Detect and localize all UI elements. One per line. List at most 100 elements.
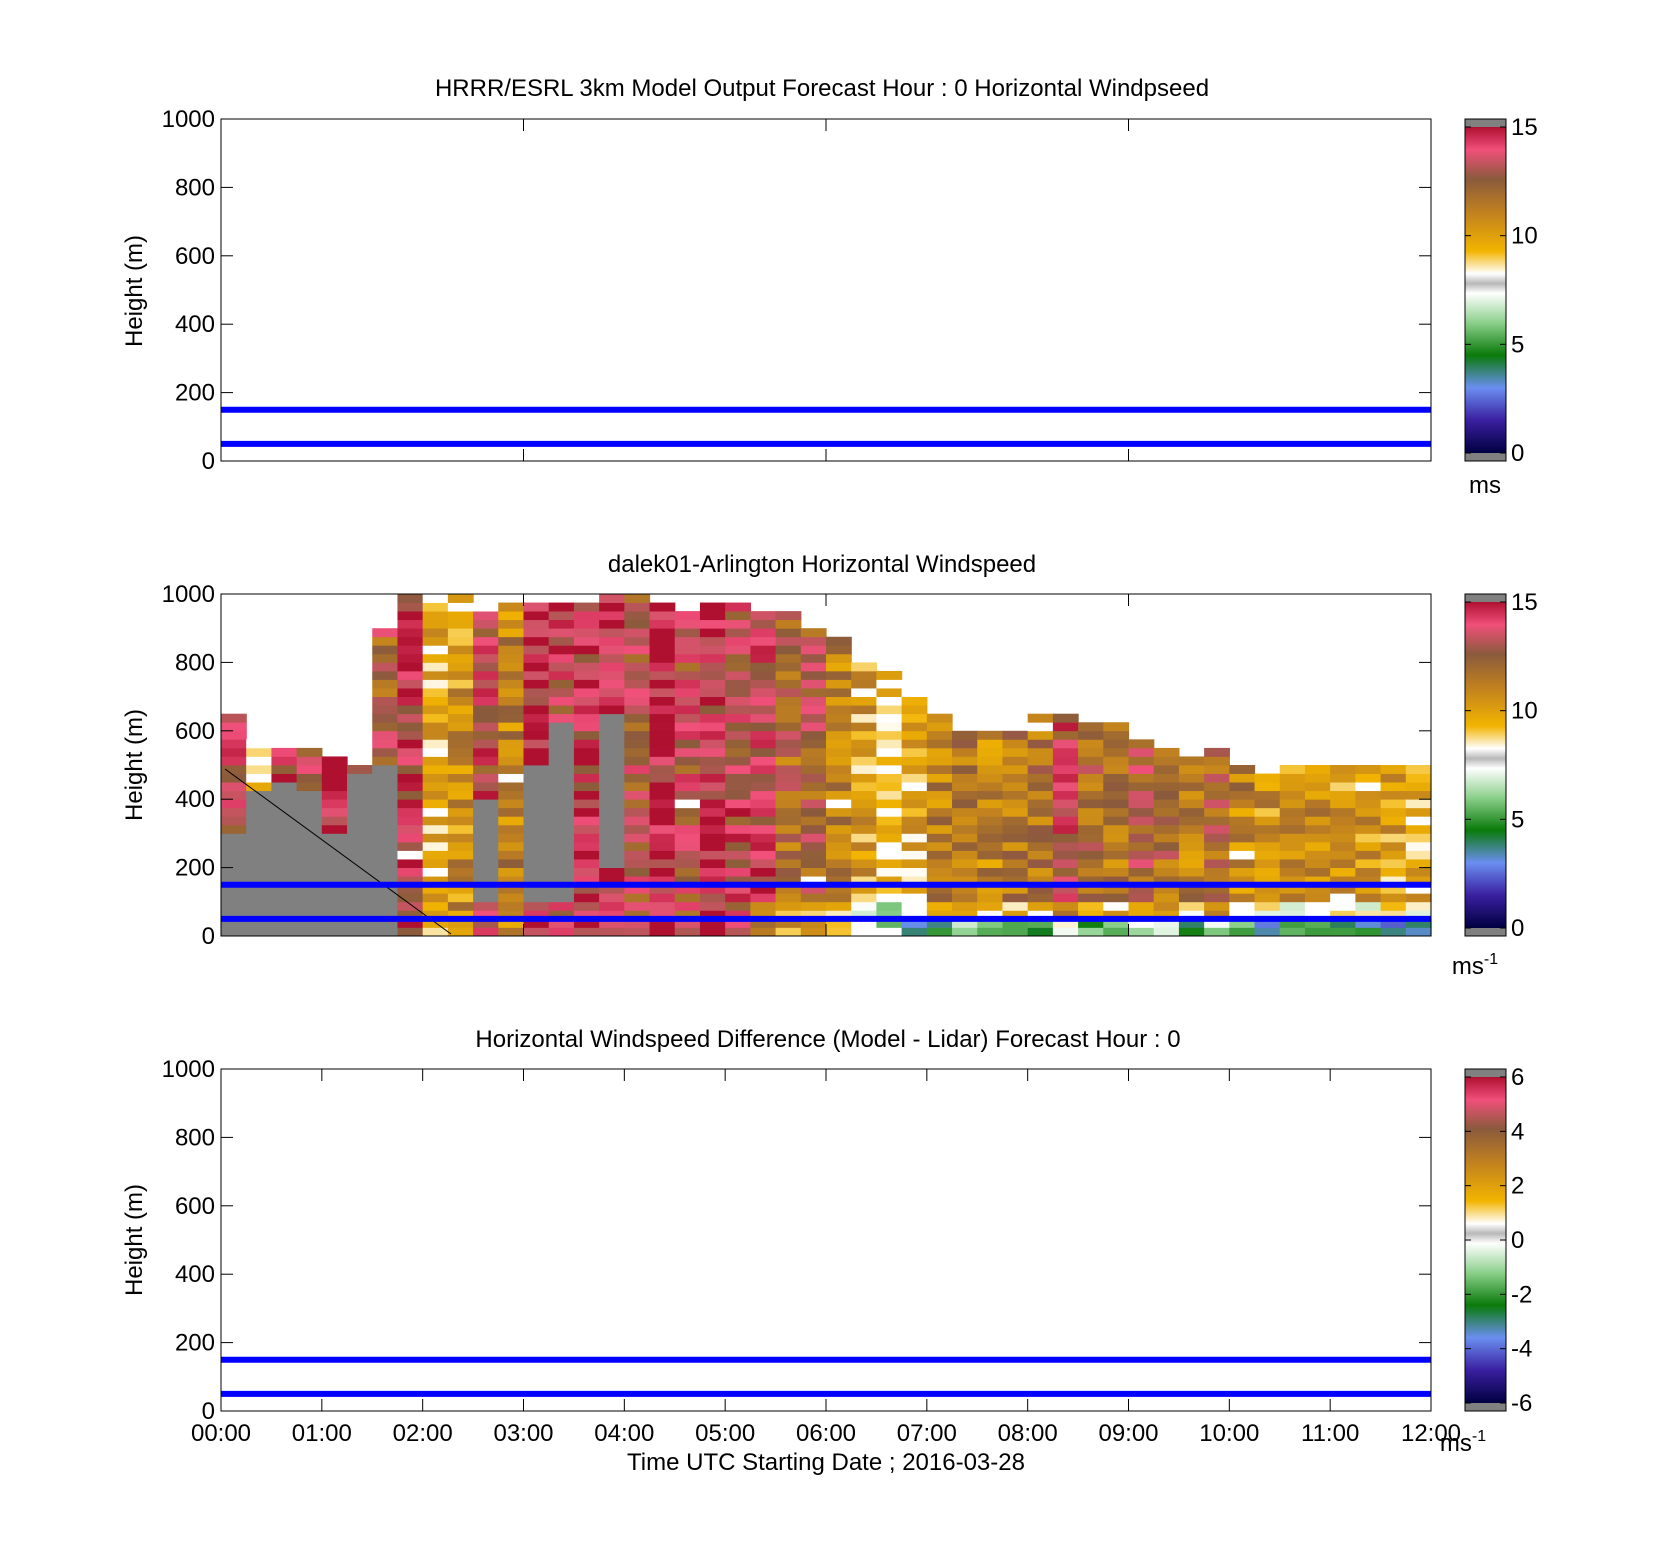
heatmap-cell bbox=[296, 841, 323, 851]
heatmap-cell bbox=[649, 816, 676, 826]
heatmap-cell bbox=[523, 833, 550, 843]
heatmap-cell bbox=[624, 747, 651, 757]
heatmap-cell bbox=[876, 910, 903, 920]
heatmap-cell bbox=[1078, 850, 1104, 860]
heatmap-cell bbox=[372, 790, 399, 800]
heatmap-cell bbox=[649, 747, 676, 757]
heatmap-cell bbox=[1178, 859, 1205, 868]
heatmap-cell bbox=[548, 636, 575, 646]
heatmap-cell bbox=[1052, 790, 1079, 800]
heatmap-cell bbox=[271, 773, 298, 783]
heatmap-cell bbox=[649, 893, 676, 903]
heatmap-cell bbox=[271, 833, 298, 843]
heatmap-cell bbox=[674, 927, 701, 937]
heatmap-cell bbox=[826, 730, 852, 740]
heatmap-cell bbox=[851, 730, 878, 740]
heatmap-cell bbox=[1103, 747, 1130, 757]
heatmap-cell bbox=[800, 688, 827, 697]
heatmap-cell bbox=[321, 927, 348, 937]
heatmap-cell bbox=[473, 782, 499, 792]
heatmap-cell bbox=[221, 713, 247, 723]
heatmap-cell bbox=[851, 824, 878, 834]
heatmap-cell bbox=[1355, 850, 1382, 860]
heatmap-cell bbox=[473, 739, 499, 749]
heatmap-cell bbox=[725, 918, 751, 928]
heatmap-cell bbox=[624, 619, 651, 629]
heatmap-cell bbox=[1254, 824, 1281, 834]
heatmap-cell bbox=[599, 662, 625, 672]
heatmap-cell bbox=[901, 696, 928, 706]
heatmap-cell bbox=[826, 688, 852, 697]
heatmap-cell bbox=[498, 662, 525, 672]
heatmap-cell bbox=[548, 679, 575, 689]
heatmap-cell bbox=[599, 867, 625, 877]
heatmap-cell bbox=[1355, 782, 1382, 792]
heatmap-cell bbox=[1229, 765, 1256, 774]
heatmap-cell bbox=[1279, 859, 1306, 868]
heatmap-cell bbox=[573, 713, 600, 723]
heatmap-cell bbox=[725, 901, 751, 911]
heatmap-cell bbox=[447, 594, 474, 603]
heatmap-cell bbox=[624, 645, 651, 655]
heatmap-cell bbox=[649, 910, 676, 920]
heatmap-cell bbox=[699, 765, 726, 774]
heatmap-cell bbox=[397, 653, 424, 663]
heatmap-cell bbox=[1052, 722, 1079, 732]
heatmap-cell bbox=[221, 927, 247, 937]
heatmap-cell bbox=[649, 756, 676, 766]
heatmap-cell bbox=[347, 867, 373, 877]
heatmap-cell bbox=[1279, 850, 1306, 860]
heatmap-cell bbox=[271, 782, 298, 792]
heatmap-cell bbox=[1254, 867, 1281, 877]
heatmap-cell bbox=[851, 688, 878, 697]
heatmap-cell bbox=[826, 841, 852, 851]
heatmap-cell bbox=[699, 884, 726, 894]
heatmap-cell bbox=[826, 722, 852, 732]
heatmap-cell bbox=[1279, 901, 1306, 911]
panel-middle-plot: 0 200 400 600 800 1000 bbox=[162, 581, 1432, 950]
heatmap-cell bbox=[826, 927, 852, 937]
heatmap-cell bbox=[1052, 765, 1079, 774]
heatmap-cell bbox=[296, 799, 323, 809]
heatmap-cell bbox=[674, 782, 701, 792]
heatmap-cell bbox=[1405, 859, 1432, 868]
heatmap-cell bbox=[1153, 816, 1180, 826]
heatmap-cell bbox=[674, 730, 701, 740]
heatmap-cell bbox=[725, 662, 751, 672]
heatmap-cell bbox=[1178, 816, 1205, 826]
heatmap-cell bbox=[372, 901, 399, 911]
heatmap-cell bbox=[1002, 841, 1029, 851]
panel-middle-colorbar: 0 5 10 15 ms-1 bbox=[1452, 589, 1538, 980]
heatmap-cell bbox=[1355, 833, 1382, 843]
heatmap-cell bbox=[397, 636, 424, 646]
heatmap-cell bbox=[624, 756, 651, 766]
heatmap-cell bbox=[725, 653, 751, 663]
heatmap-cell bbox=[397, 807, 424, 817]
heatmap-cell bbox=[851, 756, 878, 766]
panel-top-colorbar-ticks: 0 5 10 15 bbox=[1465, 114, 1538, 467]
heatmap-cell bbox=[624, 653, 651, 663]
heatmap-cell bbox=[447, 670, 474, 680]
heatmap-cell bbox=[523, 611, 550, 621]
heatmap-cell bbox=[649, 884, 676, 894]
heatmap-cell bbox=[447, 910, 474, 920]
heatmap-cell bbox=[397, 611, 424, 621]
heatmap-cell bbox=[321, 807, 348, 817]
heatmap-cell bbox=[977, 739, 1004, 749]
heatmap-cell bbox=[397, 782, 424, 792]
heatmap-cell bbox=[473, 696, 499, 706]
heatmap-cell bbox=[1254, 799, 1281, 809]
heatmap-cell bbox=[901, 893, 928, 903]
heatmap-cell bbox=[347, 833, 373, 843]
heatmap-cell bbox=[548, 910, 575, 920]
heatmap-cell bbox=[498, 824, 525, 834]
heatmap-cell bbox=[750, 816, 777, 826]
heatmap-cell bbox=[1002, 901, 1029, 911]
heatmap-cell bbox=[876, 918, 903, 928]
heatmap-cell bbox=[826, 653, 852, 663]
heatmap-cell bbox=[221, 867, 247, 877]
heatmap-cell bbox=[1330, 893, 1356, 903]
heatmap-cell bbox=[271, 850, 298, 860]
heatmap-cell bbox=[447, 816, 474, 826]
heatmap-cell bbox=[851, 884, 878, 894]
